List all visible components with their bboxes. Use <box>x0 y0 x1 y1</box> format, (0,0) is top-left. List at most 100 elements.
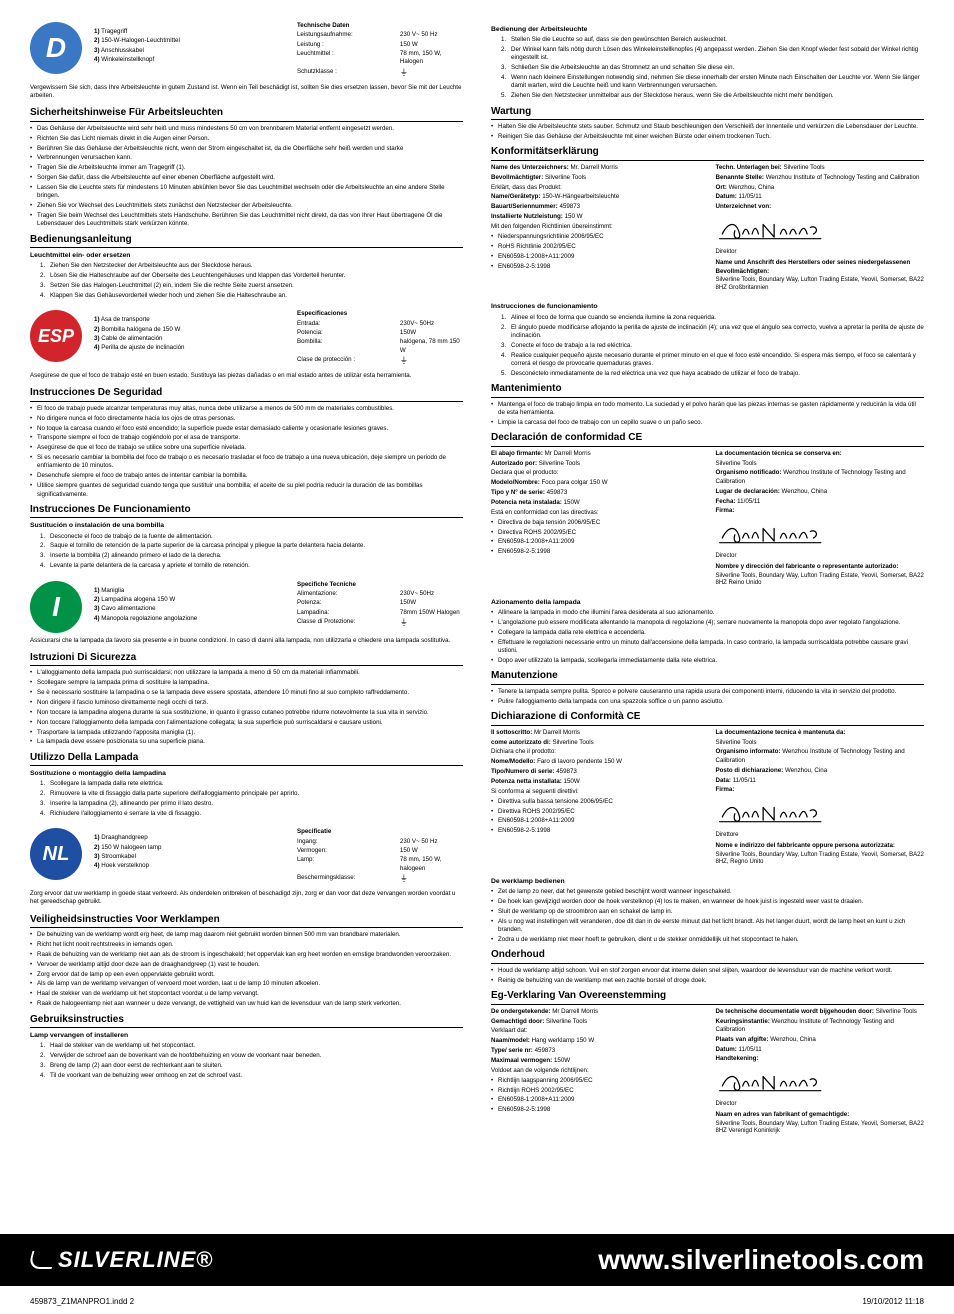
es-parts: 1) Asa de transporte2) Bombilla halógena… <box>94 310 297 368</box>
step-item: Levante la parte delantera de la carcasa… <box>40 562 463 570</box>
directive-item: EN60598-2-5:1998 <box>491 827 708 835</box>
spec-row: Lampadina:78mm 150W Halogen <box>297 609 463 617</box>
directive-item: Directiva de baja tensión 2006/95/EC <box>491 519 708 527</box>
part-item: 3) Stroomkabel <box>94 853 297 861</box>
bullet-item: No dirigere nunca el foco directamente h… <box>30 415 463 423</box>
decl-right: La documentazione tecnica è mantenuta da… <box>708 729 925 867</box>
decl-line: Nome/Modello: Faro di lavoro pendente 15… <box>491 758 708 766</box>
step-item: Wenn nach kleinere Einstellungen notwend… <box>501 74 924 91</box>
step-item: Schließen Sie die Arbeitsleuchte an das … <box>501 64 924 72</box>
brand-logo: SILVERLINE® <box>30 1245 214 1275</box>
decl-line: come autorizzato di: Silverline Tools <box>491 739 708 747</box>
decl-line: Name des Unterzeichners: Mr. Darrell Mor… <box>491 164 708 172</box>
decl-line: Firma: <box>716 507 925 515</box>
flag-de: D <box>30 22 82 74</box>
decl-left: Name des Unterzeichners: Mr. Darrell Mor… <box>491 164 708 293</box>
bullet-item: Ziehen Sie vor Wechsel des Leuchtmittels… <box>30 202 463 210</box>
decl-line: Naam/model: Hang werklamp 150 W <box>491 1037 708 1045</box>
de-safety: Das Gehäuse der Arbeitsleuchte wird sehr… <box>30 125 463 229</box>
step-item: Breng de lamp (2) aan door eerst de rech… <box>40 1062 463 1070</box>
spec-row: Schutzklasse :⏚ <box>297 68 463 79</box>
bullet-item: Sluit de werklamp op de stroombron aan e… <box>491 908 924 916</box>
bullet-item: Houd de werklamp altijd schoon. Vuil en … <box>491 967 924 975</box>
bullet-item: Berühren Sie das Gehäuse der Arbeitsleuc… <box>30 145 463 153</box>
decl-directives: Richtlijn laagspanning 2006/95/EC Richtli… <box>491 1077 708 1115</box>
lang-nl: NL 1) Draaghandgreep2) 150 W halogeen la… <box>30 828 463 1080</box>
decl-line: Mit den folgenden Richtlinien übereinsti… <box>491 223 708 231</box>
bullet-item: La lampada deve essere posizionata su un… <box>30 738 463 746</box>
decl-line: Installierte Nutzleistung: 150 W <box>491 213 708 221</box>
decl-directives: Niederspannungsrichtlinie 2006/95/ECRoHS… <box>491 233 708 271</box>
decl-line: La documentación técnica se conserva en: <box>716 450 925 458</box>
bullet-item: Tragen Sie beim Wechsel des Leuchtmittel… <box>30 212 463 229</box>
decl-right: La documentación técnica se conserva en:… <box>708 450 925 588</box>
step-item: El ángulo puede modificarse aflojando la… <box>501 324 924 341</box>
flag-it: I <box>30 581 82 633</box>
signature: Director <box>716 1068 925 1108</box>
decl-line: Modelo/Nombre: Foco para colgar 150 W <box>491 479 708 487</box>
footer-band: SILVERLINE® www.silverlinetools.com <box>0 1234 954 1286</box>
signature: Direttore <box>716 799 925 839</box>
step-item: Der Winkel kann falls nötig durch Lösen … <box>501 46 924 63</box>
step-item: Setzen Sie das Halogen-Leuchtmittel (2) … <box>40 282 463 290</box>
decl-right: Techn. Unterlagen bei: Silverline ToolsB… <box>708 164 925 293</box>
bullet-item: El foco de trabajo puede alcanzar temper… <box>30 405 463 413</box>
decl-line: Maximaal vermogen: 150W <box>491 1057 708 1065</box>
decl-line: De ondergetekende: Mr Darrell Morris <box>491 1008 708 1016</box>
de-right: Bedienung der Arbeitsleuchte Stellen Sie… <box>491 25 924 292</box>
decl-line: De technische documentatie wordt bijgeho… <box>716 1008 925 1016</box>
decl-line: El abajo firmante: Mr Darrell Morris <box>491 450 708 458</box>
decl-line: Firma: <box>716 786 925 794</box>
bullet-item: Reinig de behuizing van de werklamp met … <box>491 977 924 985</box>
bullet-item: Richt het licht nooit rechtstreeks in ie… <box>30 941 463 949</box>
step-item: Til de voorkant van de behuizing weer om… <box>40 1072 463 1080</box>
directive-item: Richtlijn laagspanning 2006/95/EC <box>491 1077 708 1085</box>
it-right: Azionamento della lampada Allineare la l… <box>491 598 924 867</box>
step-item: Haal de stekker van de werklamp uit het … <box>40 1042 463 1050</box>
part-item: 2) Lampadina alogena 150 W <box>94 596 297 604</box>
bullet-item: De hoek kan gewijzigd worden door de hoe… <box>491 898 924 906</box>
decl-line: Erklärt, dass das Produkt: <box>491 184 708 192</box>
directive-item: EN60598-1:2008+A11:2009 <box>491 1096 708 1104</box>
bullet-item: Lassen Sie die Leuchte stets für mindest… <box>30 184 463 201</box>
bullet-item: Allineare la lampada in modo che illumin… <box>491 609 924 617</box>
decl-line: Voldoet aan de volgende richtlijnen: <box>491 1067 708 1075</box>
de-intro: Vergewissern Sie sich, dass Ihre Arbeits… <box>30 84 463 101</box>
decl-left: De ondergetekende: Mr Darrell Morris Gema… <box>491 1008 708 1137</box>
decl-line: Benannte Stelle: Wenzhou Institute of Te… <box>716 174 925 182</box>
part-item: 4) Winkeleinstellknopf <box>94 56 297 64</box>
bullet-item: Reinigen Sie das Gehäuse der Arbeitsleuc… <box>491 133 924 141</box>
step-item: Rimuovere la vite di fissaggio dalla par… <box>40 790 463 798</box>
footer-url: www.silverlinetools.com <box>598 1241 924 1279</box>
bullet-item: Dopo aver utilizzato la lampada, scolleg… <box>491 657 924 665</box>
directive-item: EN60598-2-5:1998 <box>491 1106 708 1114</box>
directive-item: EN60598-1:2008+A11:2009 <box>491 253 708 261</box>
de-parts: 1) Tragegriff2) 150-W-Halogen-Leuchtmitt… <box>94 22 297 80</box>
bullet-item: Tenere la lampada sempre pulita. Sporco … <box>491 688 924 696</box>
directive-item: EN60598-1:2008+A11:2009 <box>491 538 708 546</box>
bullet-item: Als de lamp van de werklamp vervangen of… <box>30 980 463 988</box>
spec-row: Vermogen:150 W <box>297 847 463 855</box>
bullet-item: Verbrennungen verursachen kann. <box>30 154 463 162</box>
bullet-item: Collegare la lampada dalla rete elettric… <box>491 629 924 637</box>
bullet-item: Raak de halogeenlamp niet aan wanneer u … <box>30 1000 463 1008</box>
step-item: Ziehen Sie den Netzstecker der Arbeitsle… <box>40 262 463 270</box>
directive-item: Direttiva ROHS 2002/95/EC <box>491 808 708 816</box>
decl-line: Tipo y N° de serie: 459873 <box>491 489 708 497</box>
es-tech: Especificaciones Entrada:230V~ 50HzPoten… <box>297 310 463 368</box>
decl-line: Type/ serie nr: 459873 <box>491 1047 708 1055</box>
bullet-item: Als u nog wat instellingen wilt verander… <box>491 918 924 935</box>
bullet-item: De behuizing van de werklamp wordt erg h… <box>30 931 463 939</box>
decl-line: Gemachtigd door: Silverline Tools <box>491 1018 708 1026</box>
spec-row: Bombilla:halógena, 78 mm 150 W <box>297 338 463 355</box>
step-item: Scollegare la lampada dalla rete elettri… <box>40 780 463 788</box>
directive-item: Richtlijn ROHS 2002/95/EC <box>491 1087 708 1095</box>
bullet-item: Limpie la carcasa del foco de trabajo co… <box>491 419 924 427</box>
decl-line: Bauart/Seriennummer: 459873 <box>491 203 708 211</box>
spec-row: Ingang:230 V~ 50 Hz <box>297 838 463 846</box>
decl-line: Keuringsinstantie: Wenzhou Institute of … <box>716 1018 925 1035</box>
lang-de: D 1) Tragegriff2) 150-W-Halogen-Leuchtmi… <box>30 22 463 300</box>
bullet-item: Halten Sie die Arbeitsleuchte stets saub… <box>491 123 924 131</box>
flag-nl: NL <box>30 828 82 880</box>
step-item: Klappen Sie das Gehäusevorderteil wieder… <box>40 292 463 300</box>
